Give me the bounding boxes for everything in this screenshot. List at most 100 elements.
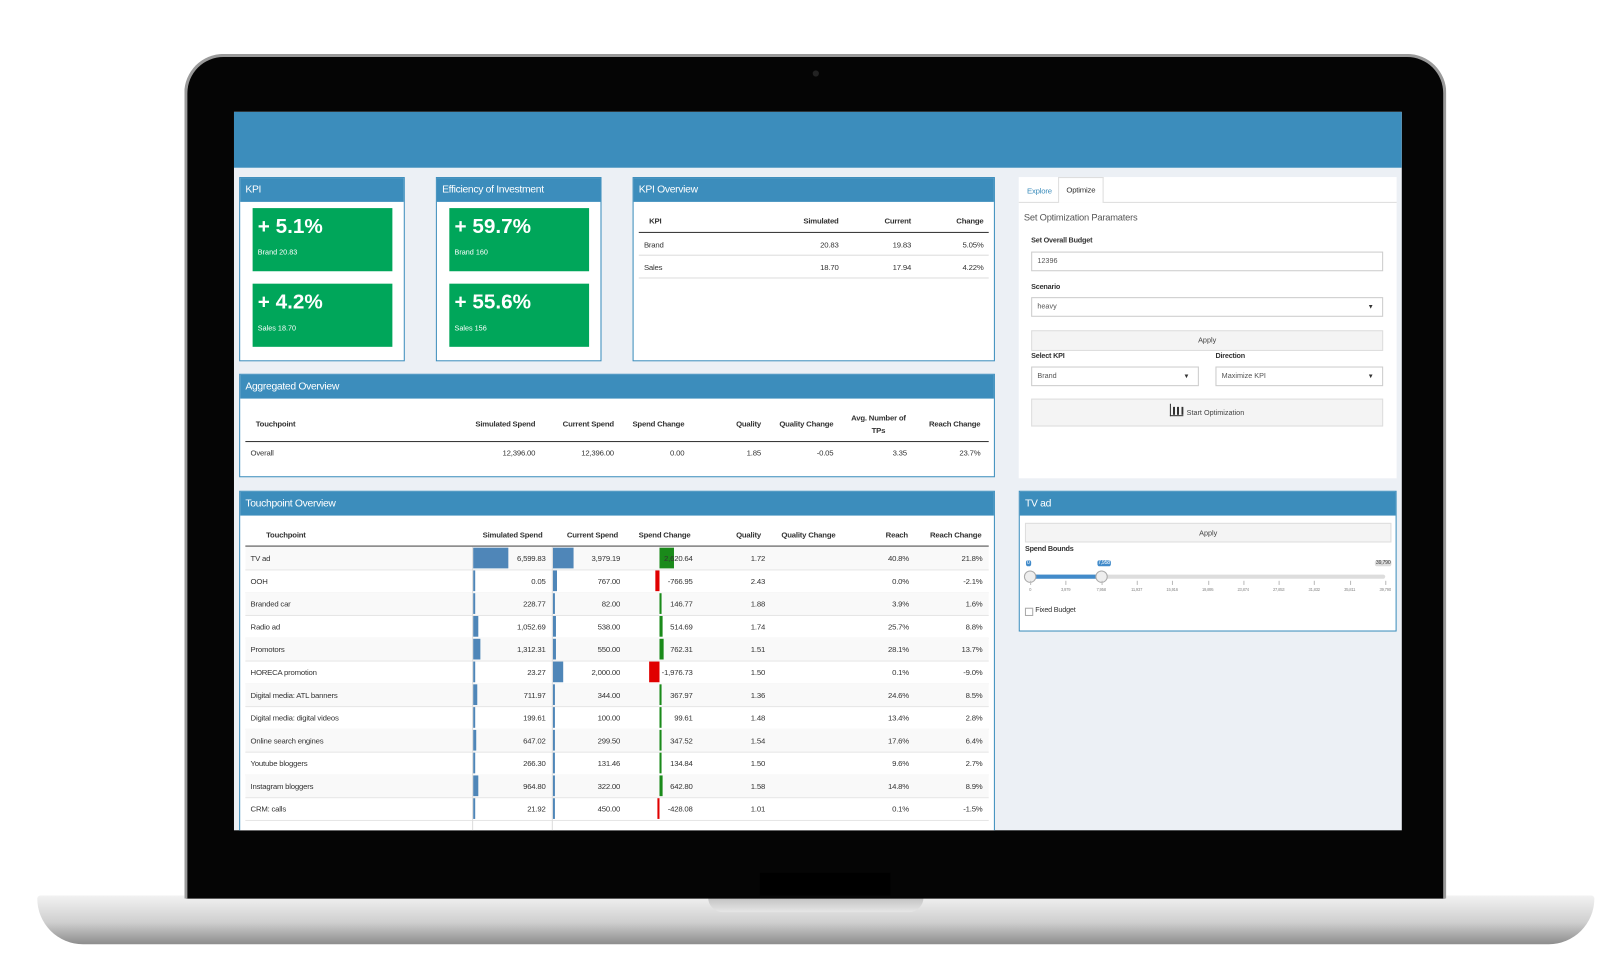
spend-bar xyxy=(552,752,555,774)
table-cell: -1,976.73 xyxy=(661,667,693,678)
table-cell: 1.48 xyxy=(750,713,766,723)
table-cell: 2.43 xyxy=(750,576,766,586)
apply-button[interactable]: Apply xyxy=(1031,330,1384,351)
section-heading: Set Optimization Paramaters xyxy=(1023,212,1138,223)
checkbox[interactable] xyxy=(1024,607,1034,617)
spend-bar xyxy=(473,661,475,683)
table-cell: 1.50 xyxy=(750,758,766,769)
select[interactable]: Maximize KPI ▼ xyxy=(1215,366,1384,387)
kpi-tile: + 55.6% Sales 156 xyxy=(449,283,590,347)
table-cell: Online search engines xyxy=(250,736,324,746)
laptop-notch xyxy=(708,895,924,913)
table-cell: 0.00 xyxy=(670,448,685,458)
row-stripe xyxy=(245,546,989,570)
table-cell: 17.6% xyxy=(887,736,909,746)
table-cell: 266.30 xyxy=(523,758,546,769)
table-cell: -9.0% xyxy=(963,667,983,678)
header-rule xyxy=(638,231,989,233)
slider-tick xyxy=(1136,580,1138,585)
table-cell: 3.9% xyxy=(892,599,909,609)
row-rule xyxy=(245,614,989,617)
spend-bar xyxy=(473,729,477,751)
column-header: Reach Change xyxy=(930,530,982,540)
table-cell: 19.83 xyxy=(892,240,912,250)
field-label: Scenario xyxy=(1031,283,1061,291)
table-cell: 964.80 xyxy=(523,781,546,791)
table-cell: -0.05 xyxy=(816,448,834,458)
change-bar xyxy=(659,547,674,569)
spend-bar xyxy=(552,707,555,728)
table-cell: 6,599.83 xyxy=(517,553,546,564)
tab[interactable]: Optimize xyxy=(1058,177,1104,203)
spend-bar xyxy=(473,593,475,614)
row-rule xyxy=(245,819,989,821)
table-cell: 1.01 xyxy=(750,804,766,814)
slider-value: 7,958 xyxy=(1096,560,1111,567)
table-cell: 23.27 xyxy=(527,667,546,678)
kpi-tile: + 4.2% Sales 18.70 xyxy=(252,283,393,347)
kpi-panel: KPI + 5.1% Brand 20.83 + 4.2% Sales 18.70 xyxy=(239,177,405,362)
table-cell: 550.00 xyxy=(597,644,621,655)
table-cell: 347.52 xyxy=(670,736,693,746)
top-navbar xyxy=(233,111,1402,168)
row-stripe xyxy=(245,683,989,707)
spend-bar xyxy=(552,616,556,637)
spend-bar xyxy=(473,798,475,819)
slider-tick xyxy=(1030,580,1032,585)
start-optimization-button[interactable]: Start Optimization xyxy=(1031,398,1384,427)
table-cell: 1.85 xyxy=(746,448,762,458)
kpi-tile: + 5.1% Brand 20.83 xyxy=(252,208,393,272)
table-cell: Sales xyxy=(643,262,663,273)
tile-value: + 5.1% xyxy=(257,215,323,239)
table-cell: 228.77 xyxy=(523,599,546,609)
slider-tick xyxy=(1207,580,1209,585)
table-cell: 1.58 xyxy=(750,781,766,791)
column-header: Touchpoint xyxy=(255,419,296,429)
dashboard-screen: KPI + 5.1% Brand 20.83 + 4.2% Sales 18.70 Eff… xyxy=(233,111,1402,831)
row-rule xyxy=(245,569,989,571)
field-label: Spend Bounds xyxy=(1024,545,1074,553)
button-label: Start Optimization xyxy=(1186,409,1245,418)
table-cell: 9.6% xyxy=(892,758,909,769)
panel-title: KPI xyxy=(240,178,404,202)
select[interactable]: heavy ▼ xyxy=(1031,297,1384,317)
tab[interactable]: Explore xyxy=(1027,186,1052,196)
panel: KPI Overview KPI Simulated Current Change Bra… xyxy=(632,177,995,362)
change-bar xyxy=(659,684,662,706)
checkbox-label: Fixed Budget xyxy=(1035,606,1076,614)
table-cell: 1,052.69 xyxy=(517,622,546,632)
column-header: Quality xyxy=(736,530,761,540)
column-header: Spend Change xyxy=(632,419,685,429)
slider-tick xyxy=(1172,580,1174,585)
apply-button[interactable]: Apply xyxy=(1024,522,1392,543)
column-header: Quality Change xyxy=(779,419,834,429)
slider-tick xyxy=(1349,580,1351,585)
spend-bar xyxy=(552,570,557,592)
field-label: Set Overall Budget xyxy=(1031,237,1093,245)
input[interactable]: 12396 xyxy=(1031,251,1384,272)
slider-tick-label: 11,937 xyxy=(1131,587,1143,593)
table-cell: 1.6% xyxy=(965,599,983,609)
table-cell: 1.50 xyxy=(750,667,766,678)
slider-tick-label: 35,811 xyxy=(1344,587,1356,593)
spend-bar xyxy=(473,752,475,774)
panel-title: Efficiency of Investment xyxy=(436,178,601,202)
slider-tick xyxy=(1243,580,1245,585)
header-rule xyxy=(245,545,989,547)
column-header: Quality xyxy=(736,419,761,429)
table-cell: 12,396.00 xyxy=(502,448,536,458)
table-cell: Digital media: digital videos xyxy=(250,713,339,723)
select[interactable]: Brand ▼ xyxy=(1031,366,1199,387)
table-cell: 0.05 xyxy=(531,576,546,586)
table-cell: HORECA promotion xyxy=(250,667,317,678)
table-cell: 0.1% xyxy=(892,804,909,814)
panel-title: Touchpoint Overview xyxy=(240,491,994,516)
table-cell: 1.74 xyxy=(750,622,766,632)
column-header: Current xyxy=(884,216,912,226)
change-bar xyxy=(659,775,663,797)
table-cell: 4.22% xyxy=(962,262,984,273)
table-cell: 13.4% xyxy=(887,713,909,723)
table-cell: 8.9% xyxy=(965,781,983,791)
spend-bar xyxy=(473,684,477,706)
